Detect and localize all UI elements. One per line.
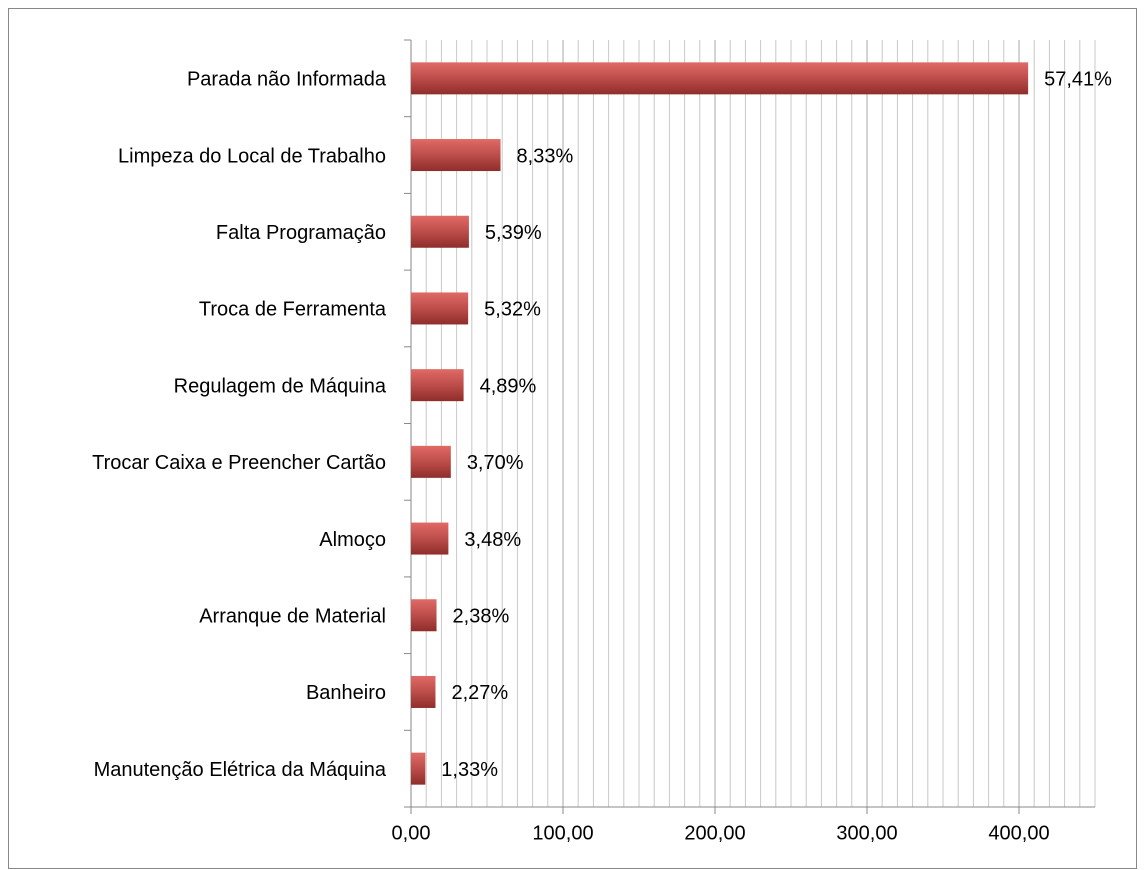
- bar: [411, 62, 1029, 95]
- x-tick-label: 300,00: [836, 822, 897, 844]
- x-tick-label: 200,00: [684, 822, 745, 844]
- bar: [411, 139, 501, 172]
- data-label: 3,70%: [467, 452, 524, 474]
- y-tick-label: Parada não Informada: [187, 69, 387, 91]
- bar: [411, 752, 426, 785]
- x-tick-label: 100,00: [532, 822, 593, 844]
- data-label: 2,38%: [453, 606, 510, 628]
- data-label: 3,48%: [464, 529, 521, 551]
- data-label: 8,33%: [517, 145, 574, 167]
- y-tick-label: Trocar Caixa e Preencher Cartão: [92, 452, 386, 474]
- bar: [411, 445, 451, 478]
- bar: [411, 599, 437, 632]
- y-tick-label: Banheiro: [306, 682, 386, 704]
- y-tick-label: Arranque de Material: [199, 606, 386, 628]
- chart-border: [8, 8, 1137, 869]
- bar: [411, 522, 449, 555]
- data-label: 4,89%: [480, 375, 537, 397]
- x-tick-label: 0,00: [392, 822, 431, 844]
- data-label: 57,41%: [1044, 69, 1112, 91]
- data-label: 5,39%: [485, 222, 542, 244]
- data-label: 5,32%: [484, 299, 541, 321]
- bar: [411, 369, 464, 402]
- y-tick-label: Almoço: [319, 529, 386, 551]
- bar: [411, 292, 469, 325]
- y-tick-label: Falta Programação: [216, 222, 386, 244]
- x-tick-label: 400,00: [988, 822, 1049, 844]
- y-tick-label: Manutenção Elétrica da Máquina: [94, 759, 387, 781]
- y-tick-label: Troca de Ferramenta: [199, 299, 387, 321]
- data-label: 2,27%: [451, 682, 508, 704]
- y-tick-label: Regulagem de Máquina: [174, 375, 387, 397]
- bar: [411, 675, 436, 708]
- y-tick-label: Limpeza do Local de Trabalho: [118, 145, 386, 167]
- bar: [411, 215, 469, 248]
- data-label: 1,33%: [441, 759, 498, 781]
